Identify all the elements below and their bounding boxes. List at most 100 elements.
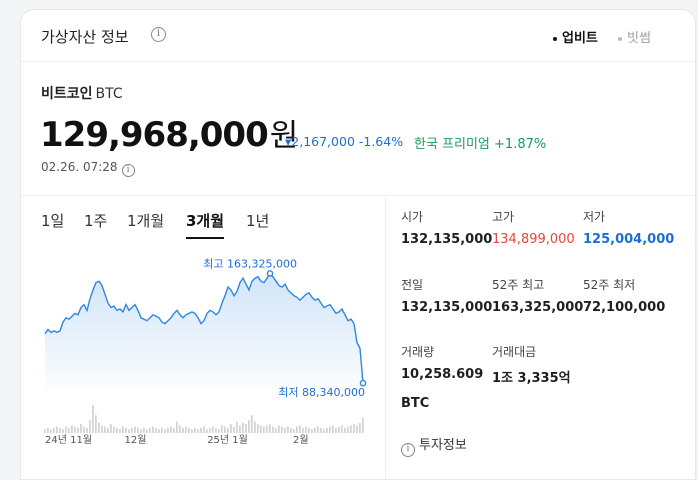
volume-bar xyxy=(149,427,151,433)
volume-bar xyxy=(248,420,250,433)
korea-premium: 한국 프리미엄 +1.87% xyxy=(414,137,547,152)
price-value: 129,968,000 xyxy=(40,115,269,155)
stat-label: 52주 최저 xyxy=(583,278,636,292)
volume-bar xyxy=(95,415,97,433)
stat-value: 163,325,000 xyxy=(492,300,584,315)
stat-value: 132,135,000 xyxy=(401,300,493,315)
volume-bar xyxy=(86,427,88,433)
volume-bar xyxy=(281,426,283,433)
volume-bar xyxy=(242,422,244,433)
volume-bar xyxy=(302,427,304,433)
tab-1d[interactable]: 1일 xyxy=(41,212,65,230)
volume-bar xyxy=(212,426,214,433)
volume-bar xyxy=(200,427,202,433)
volume-bar xyxy=(182,427,184,433)
info-icon[interactable]: i xyxy=(151,27,166,42)
volume-bar xyxy=(272,426,274,433)
exchange-tab-bithumb[interactable]: 빗썸 xyxy=(618,27,651,46)
stat-label: 거래량 xyxy=(401,345,435,359)
volume-bar xyxy=(266,425,268,433)
low-label: 최저 88,340,000 xyxy=(278,386,365,399)
volume-bar xyxy=(341,425,343,433)
stat-prev-close: 전일 132,135,000 xyxy=(401,276,496,315)
stat-trade-value: 거래대금 1조 3,335억 xyxy=(492,343,587,386)
volume-bar xyxy=(110,424,112,433)
stat-value: 1조 3,335억 xyxy=(492,371,571,386)
volume-bar xyxy=(116,427,118,433)
volume-bar xyxy=(191,429,193,433)
volume-bar xyxy=(215,427,217,433)
x-tick-label: 24년 11월 xyxy=(45,434,92,444)
volume-bar xyxy=(62,429,64,433)
info-icon[interactable]: i xyxy=(121,164,135,177)
divider xyxy=(385,196,386,479)
coin-name: 비트코인 BTC xyxy=(41,83,123,103)
volume-bar xyxy=(128,429,130,433)
volume-bar xyxy=(329,426,331,433)
price-change: ▾2,167,000 -1.64% xyxy=(285,134,404,149)
timestamp-label: 02.26. 07:28 xyxy=(41,160,118,174)
volume-bar xyxy=(209,427,211,433)
volume-bar xyxy=(257,424,259,433)
tab-3m[interactable]: 3개월 xyxy=(186,210,225,239)
invest-info-link[interactable]: i 투자정보 xyxy=(401,434,467,457)
price-timestamp: 02.26. 07:28 i xyxy=(41,160,135,177)
volume-bar xyxy=(131,427,133,433)
exchange-label-bithumb: 빗썸 xyxy=(627,31,651,46)
card-header: 가상자산 정보 i 업비트 빗썸 xyxy=(21,10,695,62)
stat-value: 72,100,000 xyxy=(583,300,666,315)
volume-bar xyxy=(56,426,58,433)
stat-label: 시가 xyxy=(401,210,424,224)
price-unit: 원 xyxy=(269,118,299,154)
volume-bar xyxy=(137,427,139,433)
volume-bar xyxy=(194,427,196,433)
high-marker xyxy=(266,270,274,277)
volume-bar xyxy=(71,425,73,433)
tab-1y[interactable]: 1년 xyxy=(246,212,270,230)
volume-bar xyxy=(146,429,148,433)
volume-bar xyxy=(221,425,223,433)
low-marker xyxy=(359,379,367,387)
volume-bar xyxy=(50,429,52,433)
volume-bar xyxy=(47,427,49,433)
volume-bar xyxy=(74,426,76,433)
volume-bar xyxy=(359,422,361,433)
info-icon: i xyxy=(401,443,415,457)
volume-unit: BTC xyxy=(401,396,430,411)
volume-bar xyxy=(323,429,325,433)
volume-bar xyxy=(305,426,307,433)
volume-bar xyxy=(80,424,82,433)
volume-bar xyxy=(233,426,235,433)
volume-bar xyxy=(176,421,178,433)
volume-bar xyxy=(338,426,340,433)
stat-value: 10,258.609 xyxy=(401,367,484,382)
x-tick-label: 2월 xyxy=(293,434,309,444)
stat-open: 시가 132,135,000 xyxy=(401,208,496,247)
current-price: 129,968,000원 xyxy=(40,110,299,155)
volume-bar xyxy=(125,427,127,433)
volume-bar xyxy=(218,429,220,433)
volume-bar xyxy=(269,424,271,433)
stat-label: 저가 xyxy=(583,210,606,224)
tab-1m[interactable]: 1개월 xyxy=(127,212,165,230)
volume-bar xyxy=(170,426,172,433)
volume-bar xyxy=(344,427,346,433)
stat-label: 거래대금 xyxy=(492,345,537,359)
volume-bar xyxy=(326,427,328,433)
x-tick-label: 12월 xyxy=(125,434,147,444)
volume-bar xyxy=(254,421,256,433)
volume-bar xyxy=(263,426,265,433)
volume-bar xyxy=(92,405,94,433)
stat-label: 고가 xyxy=(492,210,515,224)
volume-bar xyxy=(275,427,277,433)
exchange-tab-upbit[interactable]: 업비트 xyxy=(553,27,598,46)
stat-52w-high: 52주 최고 163,325,000 xyxy=(492,276,587,315)
tab-1w[interactable]: 1주 xyxy=(84,212,108,230)
volume-bar xyxy=(101,425,103,433)
volume-bar xyxy=(77,427,79,433)
x-tick-label: 25년 1월 xyxy=(207,434,248,444)
volume-bar xyxy=(284,427,286,433)
volume-bar xyxy=(350,425,352,433)
volume-bar xyxy=(311,429,313,433)
volume-bar xyxy=(113,426,115,433)
